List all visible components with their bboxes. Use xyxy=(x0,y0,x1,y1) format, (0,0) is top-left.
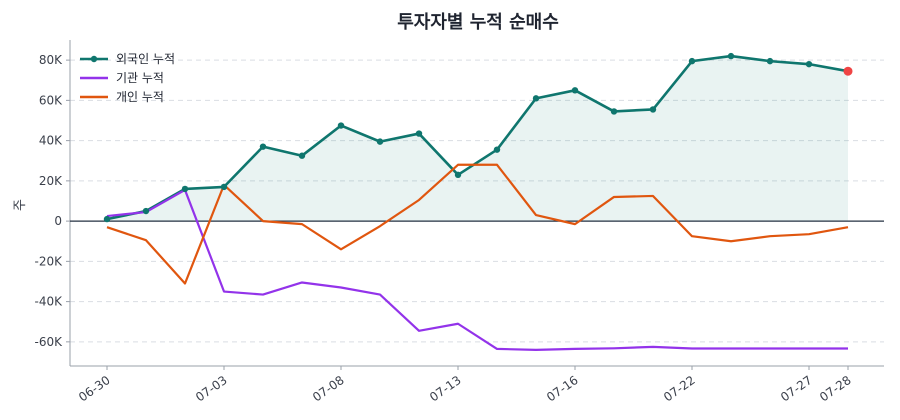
y-tick-labels: 80K 60K 40K 20K 0 -20K -40K -60K xyxy=(35,53,70,349)
chart-title: 투자자별 누적 순매수 xyxy=(397,12,559,33)
x-tick-label: 06-30 xyxy=(76,373,113,404)
area-fill-0 xyxy=(107,56,848,222)
data-point xyxy=(415,130,423,137)
legend-marker xyxy=(90,55,98,63)
data-point xyxy=(766,57,774,65)
series-line-2 xyxy=(106,163,849,285)
legend-label: 외국인 누적 xyxy=(116,52,175,66)
x-tick-label: 07-03 xyxy=(193,373,230,404)
y-tick-label: -60K xyxy=(35,335,64,349)
x-tick-labels: 06-30 07-03 07-08 07-13 07-16 07-22 07-27 07-28 xyxy=(76,366,854,404)
y-axis-label: 주 xyxy=(13,199,28,211)
legend-label: 개인 누적 xyxy=(116,90,164,104)
data-point xyxy=(103,215,111,223)
x-tick-label: 07-13 xyxy=(427,373,464,404)
x-tick-label: 07-16 xyxy=(544,373,581,404)
series-line-0 xyxy=(106,54,849,221)
data-point xyxy=(688,57,696,65)
series-fills xyxy=(107,56,848,222)
data-point xyxy=(571,87,579,94)
data-point xyxy=(142,207,150,215)
gridlines xyxy=(70,59,884,343)
legend-label: 기관 누적 xyxy=(116,71,164,85)
y-tick-label: 60K xyxy=(39,93,63,107)
x-tick-label: 07-28 xyxy=(817,373,854,404)
y-tick-label: 80K xyxy=(39,53,63,67)
data-point xyxy=(259,143,267,150)
data-point xyxy=(376,138,384,145)
y-tick-label: 20K xyxy=(39,174,63,188)
x-tick-label: 07-22 xyxy=(661,373,698,404)
data-point xyxy=(805,60,813,68)
data-point xyxy=(337,122,345,129)
y-tick-label: 40K xyxy=(39,134,63,148)
y-tick-label: 0 xyxy=(54,214,62,228)
data-point xyxy=(649,106,657,113)
data-point xyxy=(454,171,462,179)
series-markers xyxy=(103,52,853,223)
y-tick-label: -20K xyxy=(35,254,64,268)
data-point xyxy=(298,152,306,159)
data-point xyxy=(220,183,228,191)
data-point xyxy=(493,146,501,153)
y-tick-label: -40K xyxy=(35,295,64,309)
series-line-1 xyxy=(106,188,848,352)
x-tick-label: 07-27 xyxy=(778,373,815,404)
axes xyxy=(69,40,884,367)
series-lines xyxy=(106,54,849,352)
data-point xyxy=(532,95,540,102)
data-point xyxy=(181,185,189,193)
data-point xyxy=(610,108,618,115)
data-point xyxy=(727,52,735,60)
last-point-marker xyxy=(843,66,853,76)
x-tick-label: 07-08 xyxy=(310,373,347,404)
